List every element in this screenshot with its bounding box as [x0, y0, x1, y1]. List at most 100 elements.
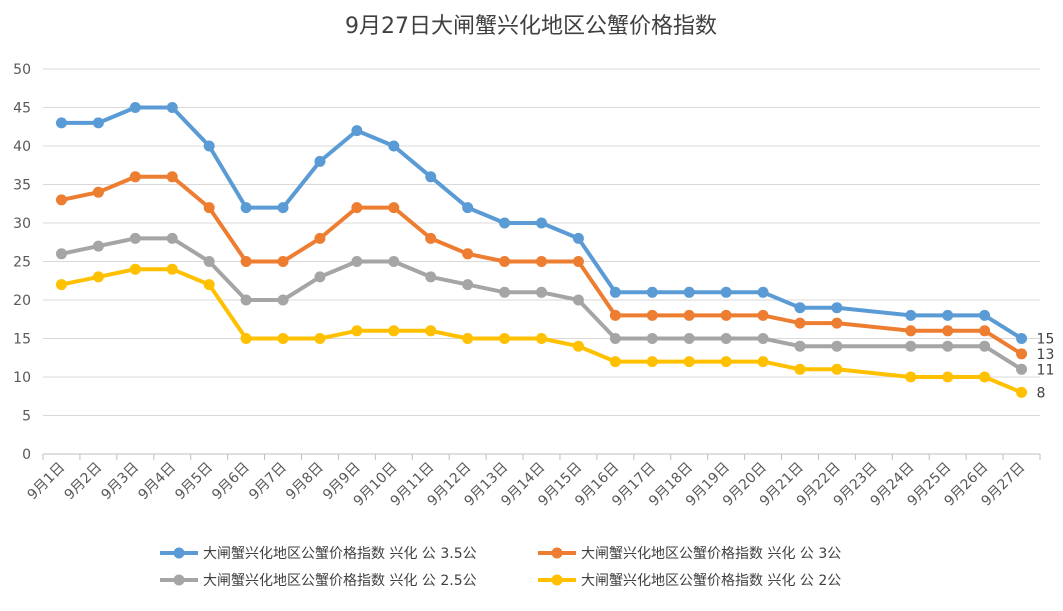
data-point [536, 333, 547, 344]
legend-marker [173, 574, 185, 586]
y-tick-label: 15 [13, 332, 31, 348]
data-point [351, 325, 363, 337]
series-line [61, 174, 1023, 356]
data-point [425, 232, 437, 244]
data-point [831, 363, 843, 375]
data-point [572, 294, 584, 306]
data-point [55, 117, 67, 129]
data-point [942, 371, 954, 383]
data-point [499, 286, 511, 298]
data-point [609, 333, 621, 344]
data-point [351, 125, 363, 137]
x-axis: 9月1日9月2日9月3日9月4日9月5日9月6日9月7日9月8日9月9日9月10… [25, 454, 1041, 510]
data-point [609, 309, 621, 321]
data-point [979, 309, 991, 321]
data-point [683, 309, 695, 321]
data-label: 8 [1037, 385, 1046, 401]
legend-item: 大闸蟹兴化地区公蟹价格指数 兴化 公 2公 [538, 573, 841, 589]
data-label: 15 [1037, 332, 1055, 348]
data-point [905, 325, 917, 337]
data-point [720, 286, 732, 298]
y-tick-label: 10 [13, 370, 31, 386]
legend-item: 大闸蟹兴化地区公蟹价格指数 兴化 公 2.5公 [160, 573, 477, 589]
data-point [55, 248, 67, 260]
legend-marker [551, 574, 563, 586]
data-point [609, 286, 621, 298]
data-point [979, 371, 991, 383]
data-point [425, 271, 437, 283]
data-point [942, 340, 954, 352]
data-point [683, 356, 695, 368]
data-label: 11 [1037, 362, 1055, 378]
data-point [314, 271, 326, 283]
x-tick-label: 9月7日 [246, 460, 290, 504]
y-tick-label: 35 [13, 178, 31, 194]
legend: 大闸蟹兴化地区公蟹价格指数 兴化 公 3.5公 大闸蟹兴化地区公蟹价格指数 兴化 … [160, 546, 841, 589]
data-point [720, 356, 732, 368]
data-point [609, 356, 621, 368]
x-tick-label: 9月5日 [172, 460, 216, 504]
data-point [166, 171, 178, 183]
data-point [129, 232, 141, 244]
data-point [129, 263, 141, 275]
data-point [129, 102, 141, 113]
data-point [905, 340, 917, 352]
legend-label: 大闸蟹兴化地区公蟹价格指数 兴化 公 3公 [581, 546, 841, 562]
data-label: 13 [1037, 347, 1055, 363]
data-point [942, 309, 954, 321]
data-point [425, 171, 437, 183]
series-1: 13 [55, 171, 1055, 363]
data-point [425, 325, 437, 337]
data-point [720, 309, 732, 321]
x-tick-label: 9月3日 [98, 460, 142, 504]
data-point [314, 333, 326, 344]
data-point [277, 202, 289, 214]
data-point [462, 279, 474, 291]
data-point [166, 102, 178, 113]
data-point [572, 256, 584, 267]
data-point [646, 333, 658, 344]
data-point [757, 286, 769, 298]
y-tick-label: 50 [13, 62, 31, 78]
legend-item: 大闸蟹兴化地区公蟹价格指数 兴化 公 3公 [538, 546, 841, 562]
data-point [720, 333, 732, 344]
data-point [572, 340, 584, 352]
y-axis: 0 5 10 15 20 25 30 35 40 45 50 [13, 62, 31, 463]
data-point [388, 256, 400, 267]
data-point [166, 263, 178, 275]
data-point [92, 240, 104, 252]
data-point [314, 155, 326, 167]
data-point [1016, 363, 1028, 375]
data-point [351, 202, 363, 214]
data-point [536, 256, 547, 267]
data-point [831, 317, 843, 329]
data-point [536, 286, 547, 298]
data-point [905, 371, 917, 383]
x-tick-label: 9月8日 [283, 460, 327, 504]
data-point [942, 325, 954, 337]
series-2: 11 [55, 232, 1055, 378]
data-point [499, 256, 511, 267]
data-point [646, 309, 658, 321]
data-point [646, 286, 658, 298]
data-point [240, 202, 252, 214]
series-line [61, 105, 1023, 341]
data-point [646, 356, 658, 368]
data-point [757, 356, 769, 368]
data-point [499, 217, 511, 229]
data-point [462, 202, 474, 214]
y-tick-label: 30 [13, 216, 31, 232]
data-point [794, 340, 806, 352]
x-tick-label: 9月6日 [209, 460, 253, 504]
y-tick-label: 0 [22, 447, 31, 463]
legend-label: 大闸蟹兴化地区公蟹价格指数 兴化 公 2.5公 [203, 573, 477, 589]
series-line [61, 267, 1023, 395]
x-tick-label: 9月4日 [135, 460, 179, 504]
data-point [129, 171, 141, 183]
data-point [831, 302, 843, 314]
data-point [203, 202, 215, 214]
data-point [794, 302, 806, 314]
data-point [388, 325, 400, 337]
data-point [277, 256, 289, 267]
